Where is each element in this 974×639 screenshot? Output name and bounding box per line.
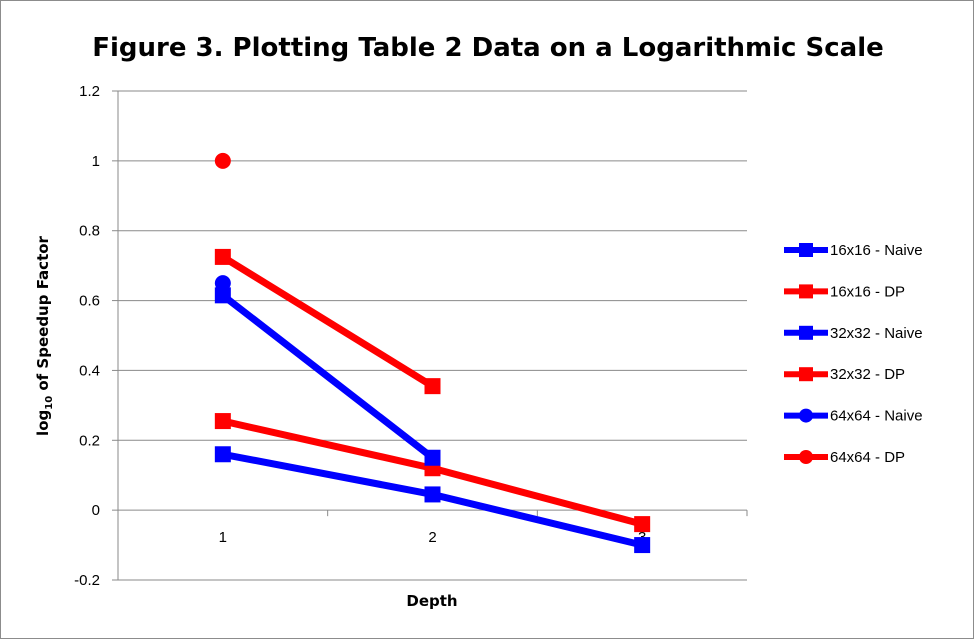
data-point: [634, 516, 651, 533]
series-32x32-naive: [214, 287, 441, 466]
legend-label: 16x16 - DP: [830, 283, 905, 300]
legend-label: 64x64 - DP: [830, 449, 905, 466]
series-64x64-naive: [214, 275, 231, 292]
y-tick-label: 1.2: [79, 83, 100, 100]
legend-entry: 16x16 - Naive: [784, 242, 923, 259]
data-point: [634, 537, 651, 554]
series-line: [220, 253, 435, 390]
series-layer: [214, 152, 651, 554]
data-point: [214, 275, 231, 292]
y-tick-label: 0.6: [79, 293, 100, 310]
data-point: [424, 486, 441, 503]
x-tick-label: 1: [219, 529, 227, 546]
data-point: [214, 152, 231, 169]
x-axis-title: Depth: [406, 592, 457, 610]
legend-marker: [799, 284, 813, 299]
y-tick-label: 0: [92, 502, 100, 519]
data-point: [214, 446, 231, 463]
legend-entry: 64x64 - Naive: [784, 408, 923, 425]
legend-label: 16x16 - Naive: [830, 242, 923, 259]
data-point: [214, 248, 231, 265]
series-32x32-dp: [214, 248, 441, 395]
y-axis-title: log10 of Speedup Factor: [34, 235, 55, 436]
legend-marker: [799, 367, 813, 382]
series-line: [220, 292, 435, 461]
data-point: [214, 287, 231, 304]
axes: -0.200.20.40.60.811.2123: [74, 83, 748, 589]
legend-entry: 64x64 - DP: [784, 449, 905, 466]
legend: 16x16 - Naive 16x16 - DP 32x32 - Naive 32x3…: [784, 242, 923, 466]
legend-label: 32x32 - Naive: [830, 325, 923, 342]
legend-marker: [799, 243, 813, 257]
series-64x64-dp: [214, 152, 231, 169]
series-16x16-naive: [214, 446, 651, 554]
y-axis-title-main: log: [34, 410, 52, 436]
legend-marker: [799, 408, 813, 423]
y-tick-label: 0.2: [79, 432, 100, 449]
legend-entry: 32x32 - Naive: [784, 325, 923, 342]
y-tick-label: 0.8: [79, 223, 100, 240]
gridlines: [118, 90, 747, 581]
y-tick-label: 0.4: [79, 362, 100, 379]
y-tick-label: -0.2: [74, 572, 100, 589]
legend-entry: 32x32 - DP: [784, 366, 905, 383]
y-axis-title-rest: of Speedup Factor: [34, 235, 52, 395]
x-tick-label: 2: [428, 529, 436, 546]
legend-label: 64x64 - Naive: [830, 408, 923, 425]
data-point: [424, 378, 441, 395]
data-point: [424, 449, 441, 466]
legend-label: 32x32 - DP: [830, 366, 905, 383]
y-tick-label: 1: [92, 153, 100, 170]
chart-title: Figure 3. Plotting Table 2 Data on a Log…: [92, 33, 884, 63]
legend-marker: [799, 325, 813, 340]
series-16x16-dp: [214, 413, 651, 533]
data-point: [214, 413, 231, 430]
legend-marker: [799, 450, 813, 464]
legend-entry: 16x16 - DP: [784, 283, 905, 300]
y-axis-title-subscript: 10: [44, 396, 55, 410]
